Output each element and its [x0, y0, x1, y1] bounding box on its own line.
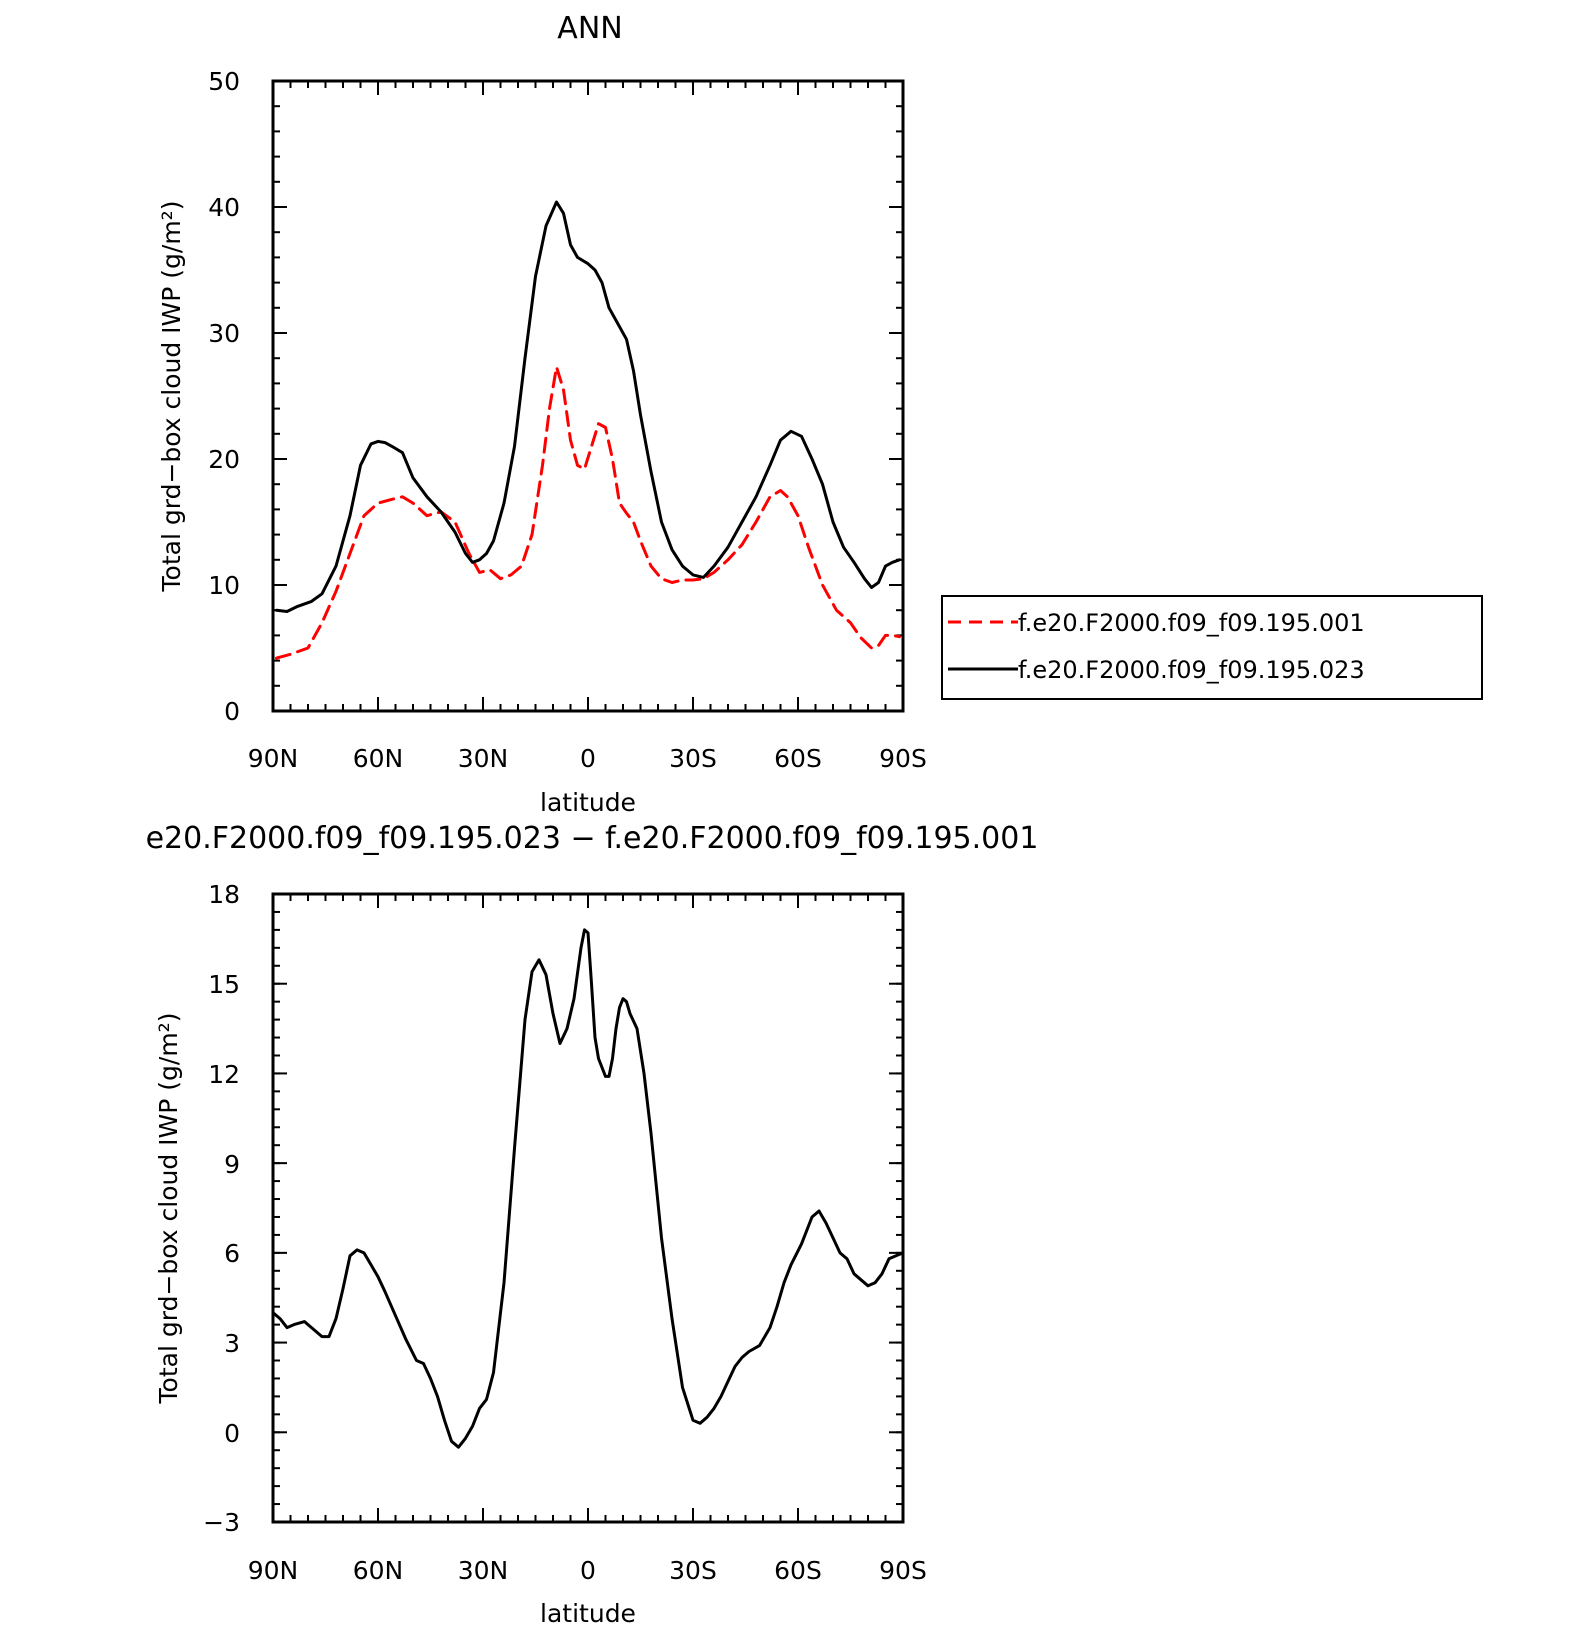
y-tick-label: 6 — [224, 1239, 240, 1268]
y-tick-label: 50 — [208, 67, 240, 96]
legend-box — [941, 595, 1483, 700]
y-tick-label: 9 — [224, 1150, 240, 1179]
y-tick-label: 10 — [208, 571, 240, 600]
x-tick-label: 30S — [669, 1556, 717, 1585]
y-tick-label: 15 — [208, 970, 240, 999]
y-tick-labels: 0 10 20 30 40 50 — [208, 67, 240, 726]
chart-panel-bottom: e20.F2000.f09_f09.195.023 − f.e20.F2000.… — [146, 821, 1039, 1628]
y-axis-label: Total grd−box cloud IWP (g/m²) — [157, 201, 186, 593]
x-axis-label: latitude — [540, 1599, 636, 1628]
y-tick-label: 20 — [208, 445, 240, 474]
axis-ticks — [272, 80, 904, 712]
x-tick-label: 30N — [458, 744, 509, 773]
x-axis-label: latitude — [540, 788, 636, 817]
x-tick-label: 90S — [879, 744, 927, 773]
series-line-1 — [271, 928, 905, 1449]
y-tick-label: 12 — [208, 1060, 240, 1089]
x-tick-label: 60S — [774, 1556, 822, 1585]
series-group — [271, 928, 905, 1449]
x-tick-label: 60S — [774, 744, 822, 773]
x-tick-label: 90N — [248, 1556, 299, 1585]
y-tick-label: −3 — [203, 1508, 240, 1537]
legend-entry: f.e20.F2000.f09_f09.195.001 — [1018, 609, 1365, 637]
series-line-1 — [275, 365, 901, 660]
x-tick-label: 0 — [580, 744, 596, 773]
x-tick-labels: 90N 60N 30N 0 30S 60S 90S — [248, 744, 927, 773]
x-tick-label: 90S — [879, 1556, 927, 1585]
x-tick-label: 60N — [353, 1556, 404, 1585]
chart-title: e20.F2000.f09_f09.195.023 − f.e20.F2000.… — [146, 821, 1039, 856]
y-tick-labels: −3 0 3 6 9 12 15 18 — [203, 880, 240, 1537]
y-tick-label: 3 — [224, 1329, 240, 1358]
series-group — [275, 200, 901, 660]
x-tick-label: 30N — [458, 1556, 509, 1585]
chart-title: ANN — [557, 11, 622, 46]
y-tick-label: 40 — [208, 193, 240, 222]
chart-panel-top: ANN 0 10 20 30 40 50 90N 60N 30N 0 30S 6… — [157, 11, 1483, 817]
y-tick-label: 18 — [208, 880, 240, 909]
plot-frame — [271, 79, 905, 713]
axis-ticks — [272, 893, 904, 1523]
legend: f.e20.F2000.f09_f09.195.001 f.e20.F2000.… — [941, 595, 1483, 700]
plot-frame — [271, 892, 905, 1524]
x-tick-label: 0 — [580, 1556, 596, 1585]
x-tick-labels: 90N 60N 30N 0 30S 60S 90S — [248, 1556, 927, 1585]
x-tick-label: 30S — [669, 744, 717, 773]
x-tick-label: 90N — [248, 744, 299, 773]
y-axis-label: Total grd−box cloud IWP (g/m²) — [154, 1013, 183, 1405]
y-tick-label: 30 — [208, 319, 240, 348]
y-tick-label: 0 — [224, 697, 240, 726]
x-tick-label: 60N — [353, 744, 404, 773]
legend-entry: f.e20.F2000.f09_f09.195.023 — [1018, 656, 1365, 684]
y-tick-label: 0 — [224, 1419, 240, 1448]
series-line-2 — [275, 200, 901, 613]
